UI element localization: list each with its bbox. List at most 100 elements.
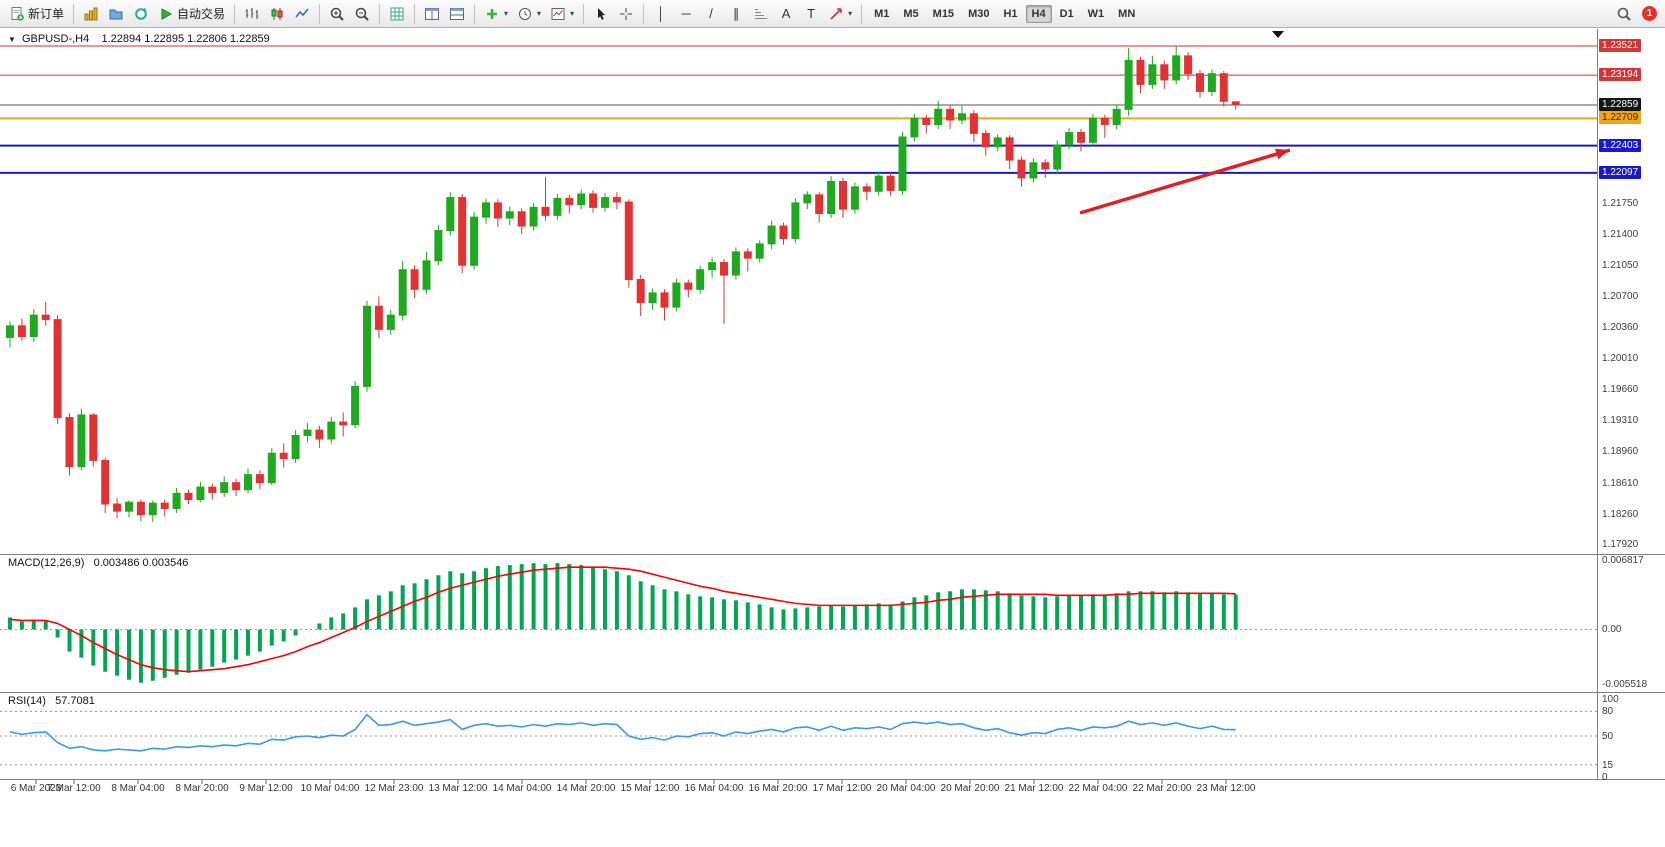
crosshair-icon	[620, 7, 633, 20]
channel-tool-button[interactable]: ∥	[724, 3, 748, 25]
candle	[910, 117, 919, 138]
chart-shift-marker[interactable]	[1272, 31, 1284, 38]
tile-windows-button[interactable]	[385, 3, 409, 25]
price-scale-label: 1.19660	[1602, 383, 1639, 395]
tile-vertical-button[interactable]	[420, 3, 444, 25]
cursor-tool-button[interactable]	[589, 3, 613, 25]
profiles-icon	[109, 9, 123, 19]
candle	[1160, 64, 1169, 81]
timeframe-h1[interactable]: H1	[1003, 7, 1018, 20]
candle	[136, 501, 145, 516]
macd-signal-line	[9, 566, 1236, 673]
price-scale-label: 1.18960	[1602, 446, 1639, 458]
candle	[505, 211, 514, 219]
candle	[601, 197, 609, 208]
candle	[220, 482, 229, 493]
chevron-down-icon: ▾	[848, 9, 853, 18]
add-indicator-button[interactable]: ▾	[480, 3, 512, 25]
candle	[279, 452, 288, 460]
rsi-axis-label: 100	[1602, 694, 1619, 705]
candle	[684, 282, 693, 290]
vertical-line-tool-button[interactable]: │	[649, 3, 673, 25]
candle	[267, 452, 276, 484]
candlestick-mode-button[interactable]	[265, 3, 289, 25]
timeframe-w1[interactable]: W1	[1087, 7, 1105, 20]
candle	[708, 262, 717, 271]
trend-arrow-head	[1275, 148, 1290, 160]
zoom-in-icon	[330, 7, 344, 21]
candle	[291, 434, 300, 460]
candle	[660, 292, 669, 308]
toolbar-separator	[861, 3, 863, 24]
time-axis-label: 8 Mar 04:00	[111, 783, 165, 794]
label-tool-button[interactable]: T	[799, 3, 823, 25]
timeframe-m30[interactable]: M30	[968, 7, 990, 20]
candle	[303, 429, 312, 436]
new-order-button[interactable]: 新订单	[5, 3, 68, 25]
arrows-tool-button[interactable]: ▾	[824, 3, 856, 25]
bar-chart-mode-button[interactable]	[240, 3, 264, 25]
trendline-tool-button[interactable]: /	[699, 3, 723, 25]
crosshair-tool-button[interactable]	[614, 3, 638, 25]
candle	[470, 216, 479, 266]
candle	[886, 175, 895, 191]
periods-button[interactable]: ▾	[513, 3, 545, 25]
trend-arrow[interactable]	[1079, 148, 1291, 215]
rsi-axis-label: 80	[1602, 706, 1614, 718]
candle	[767, 225, 776, 245]
tile-vertical-icon	[425, 7, 440, 20]
time-axis-label: 16 Mar 04:00	[684, 783, 744, 794]
line-chart-icon	[295, 8, 309, 17]
candle	[589, 193, 598, 208]
search-button[interactable]	[1612, 3, 1636, 25]
text-tool-button[interactable]: A	[774, 3, 798, 25]
price-scale-label: 1.20360	[1602, 321, 1639, 333]
zoom-out-button[interactable]	[350, 3, 374, 25]
candle	[196, 486, 205, 501]
candle	[898, 136, 907, 191]
price-tag-resistance-1: 1.23521	[1599, 39, 1642, 52]
time-axis-label: 10 Mar 04:00	[300, 783, 360, 794]
timeframe-mn[interactable]: MN	[1118, 7, 1136, 20]
time-axis-label: 17 Mar 12:00	[812, 783, 872, 794]
templates-button[interactable]: ▾	[546, 3, 578, 25]
refresh-button[interactable]	[129, 3, 153, 25]
tile-horizontal-button[interactable]	[445, 3, 469, 25]
time-axis-label: 21 Mar 12:00	[1004, 783, 1064, 794]
timeframe-m5[interactable]: M5	[903, 7, 919, 20]
channel-icon: ∥	[732, 5, 740, 21]
candle	[410, 269, 419, 290]
new-chart-button[interactable]	[79, 3, 103, 25]
timeframe-h4[interactable]: H4	[1025, 4, 1052, 23]
notification-badge[interactable]: 1	[1642, 6, 1657, 21]
line-chart-mode-button[interactable]	[290, 3, 314, 25]
candle	[1017, 159, 1026, 179]
horizontal-line-tool-button[interactable]: ─	[674, 3, 698, 25]
auto-trading-button[interactable]: 自动交易	[154, 3, 229, 25]
fibonacci-tool-button[interactable]	[749, 3, 773, 25]
timeframe-m15[interactable]: M15	[932, 7, 955, 20]
bar-chart-icon	[245, 7, 259, 19]
candle	[255, 474, 264, 484]
profiles-button[interactable]	[104, 3, 128, 25]
label-tool-icon: T	[807, 6, 816, 21]
candle	[1136, 59, 1145, 85]
candle	[386, 314, 395, 330]
timeframe-d1[interactable]: D1	[1059, 7, 1074, 20]
main-toolbar: 新订单 自动交易	[0, 0, 1665, 28]
trend-arrow-group[interactable]	[1079, 148, 1291, 215]
time-axis-label: 8 Mar 20:00	[175, 783, 229, 794]
candle	[363, 305, 371, 387]
candle	[1100, 117, 1109, 125]
candle	[862, 186, 871, 192]
auto-trading-label: 自动交易	[177, 7, 226, 21]
zoom-in-button[interactable]	[325, 3, 349, 25]
timeframe-m1[interactable]: M1	[874, 7, 890, 20]
candle	[184, 492, 193, 501]
candle	[839, 181, 847, 210]
toolbar-separator	[583, 3, 585, 24]
candle	[315, 429, 324, 440]
candle	[529, 206, 538, 227]
price-tag-support-1: 1.22403	[1599, 138, 1642, 152]
